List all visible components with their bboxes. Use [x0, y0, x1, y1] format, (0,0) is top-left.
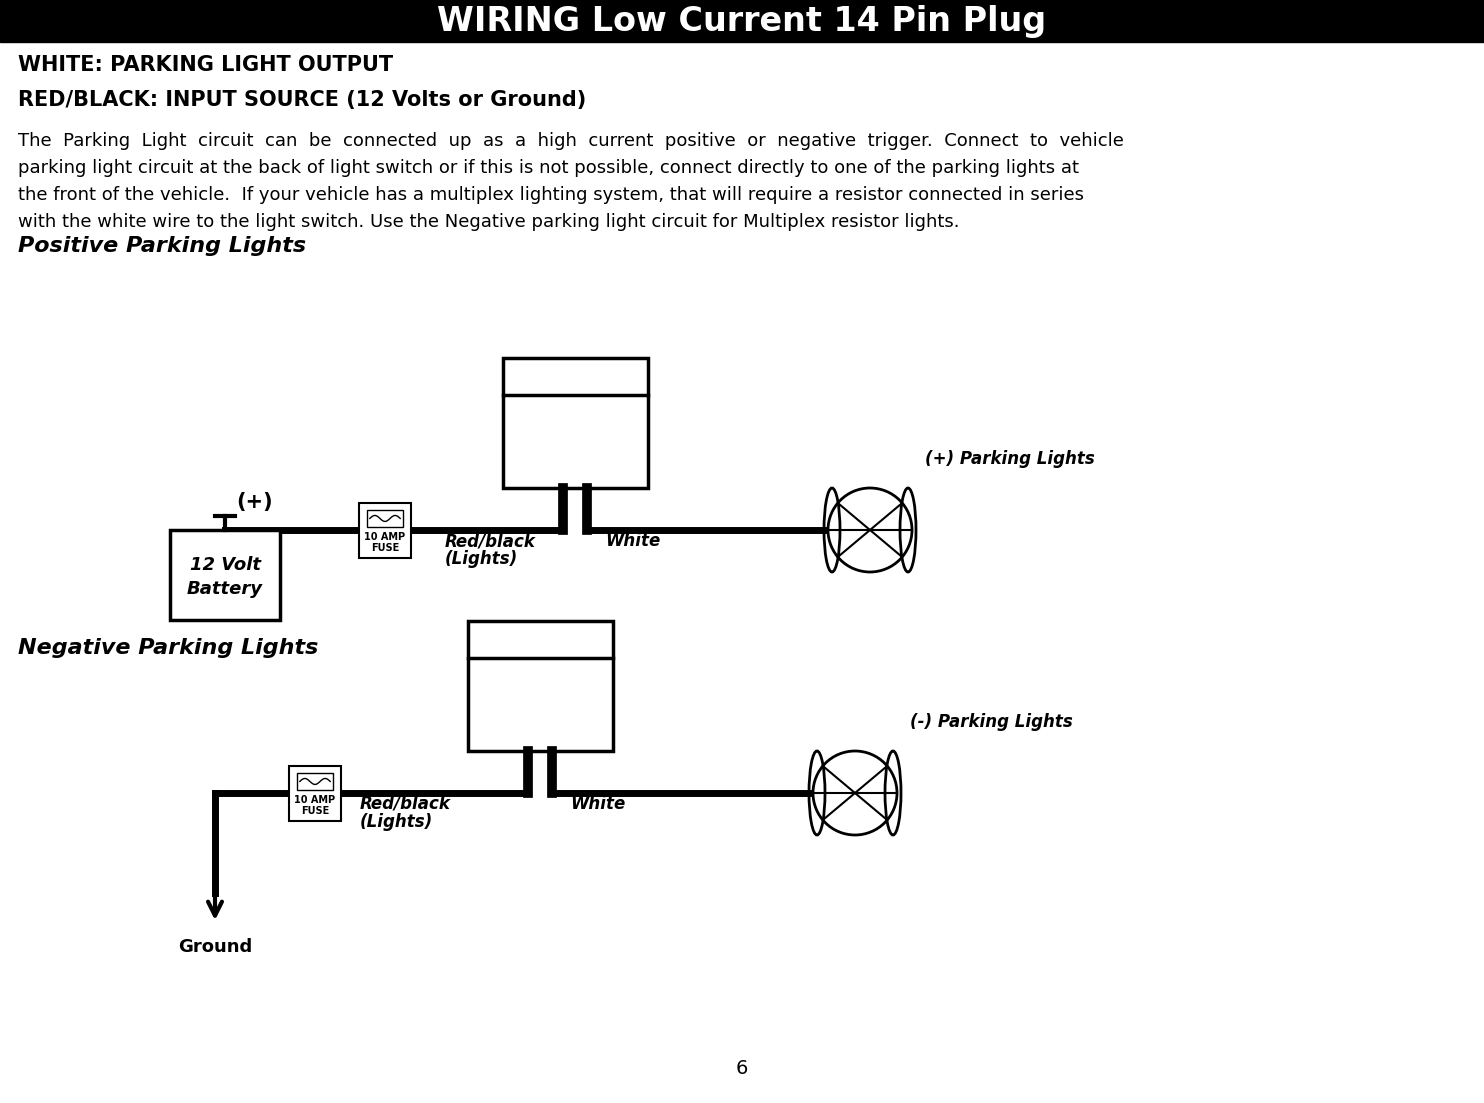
- Text: WIRING Low Current 14 Pin Plug: WIRING Low Current 14 Pin Plug: [438, 4, 1046, 38]
- Text: 10 AMP: 10 AMP: [365, 532, 405, 542]
- Text: RED/BLACK: INPUT SOURCE (12 Volts or Ground): RED/BLACK: INPUT SOURCE (12 Volts or Gro…: [18, 90, 586, 110]
- Text: (Lights): (Lights): [445, 550, 518, 568]
- Bar: [359, 503, 411, 557]
- Text: FUSE: FUSE: [301, 805, 329, 815]
- Text: 10 AMP: 10 AMP: [294, 794, 335, 804]
- Text: White: White: [605, 532, 660, 550]
- Bar: [503, 358, 647, 488]
- Text: (Lights): (Lights): [361, 813, 433, 831]
- Circle shape: [813, 751, 896, 835]
- Text: Red/black: Red/black: [445, 532, 536, 550]
- Text: FUSE: FUSE: [371, 543, 399, 553]
- Bar: [0, 0, 1484, 42]
- Text: Battery: Battery: [187, 580, 263, 598]
- Text: Red/black: Red/black: [361, 795, 451, 813]
- Text: Negative Parking Lights: Negative Parking Lights: [18, 638, 319, 658]
- Bar: [467, 621, 613, 751]
- Text: (+) Parking Lights: (+) Parking Lights: [925, 450, 1095, 468]
- Text: The  Parking  Light  circuit  can  be  connected  up  as  a  high  current  posi: The Parking Light circuit can be connect…: [18, 132, 1123, 150]
- Text: Positive Parking Lights: Positive Parking Lights: [18, 236, 306, 256]
- Bar: [171, 531, 280, 620]
- Text: 12 Volt: 12 Volt: [190, 556, 261, 574]
- Text: the front of the vehicle.  If your vehicle has a multiplex lighting system, that: the front of the vehicle. If your vehicl…: [18, 186, 1083, 204]
- Bar: [367, 510, 404, 527]
- Circle shape: [828, 488, 913, 572]
- Bar: [289, 765, 341, 821]
- Text: (-) Parking Lights: (-) Parking Lights: [910, 713, 1073, 731]
- Text: WHITE: PARKING LIGHT OUTPUT: WHITE: PARKING LIGHT OUTPUT: [18, 55, 393, 75]
- Text: White: White: [570, 795, 625, 813]
- Text: with the white wire to the light switch. Use the Negative parking light circuit : with the white wire to the light switch.…: [18, 213, 960, 231]
- Text: 6: 6: [736, 1059, 748, 1078]
- Text: parking light circuit at the back of light switch or if this is not possible, co: parking light circuit at the back of lig…: [18, 159, 1079, 176]
- Bar: [297, 772, 334, 790]
- Text: Ground: Ground: [178, 938, 252, 956]
- Text: (+): (+): [236, 492, 273, 512]
